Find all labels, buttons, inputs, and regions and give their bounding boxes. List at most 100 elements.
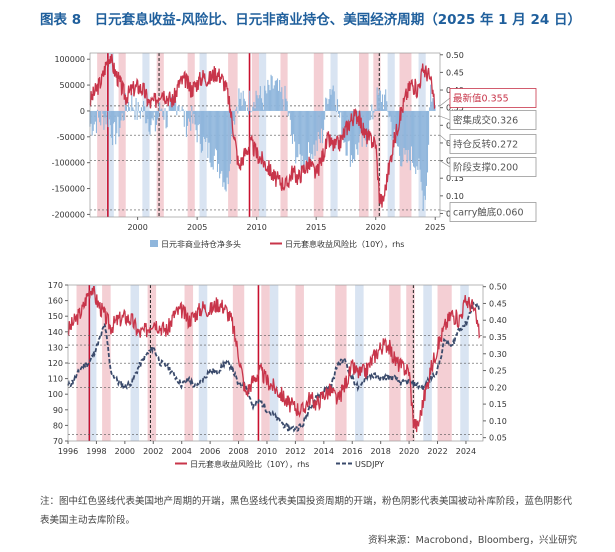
position-bar <box>351 110 354 163</box>
position-bar <box>107 110 109 128</box>
position-bar <box>413 110 415 167</box>
position-bar <box>276 78 279 111</box>
position-bar <box>425 110 427 186</box>
position-bar <box>205 110 207 142</box>
position-bar <box>288 110 290 114</box>
x-tick-label: 2022 <box>427 447 447 456</box>
legend-bottom: 日元套息收益风险比（10Y），rhs USDJPY <box>175 459 384 469</box>
position-bar <box>411 110 414 163</box>
position-bar <box>179 110 181 112</box>
y-right-tick-label: 0.50 <box>489 283 507 292</box>
position-bar <box>345 110 347 156</box>
position-bar <box>199 110 201 144</box>
position-bar <box>387 110 389 112</box>
position-bar <box>383 109 385 111</box>
position-bar <box>145 110 147 124</box>
position-bar <box>129 107 131 111</box>
position-bar <box>405 110 407 151</box>
annotation-leader <box>439 115 451 121</box>
position-bar <box>249 90 251 111</box>
position-bar <box>169 98 171 111</box>
position-bar <box>378 89 380 111</box>
position-bar <box>257 98 259 111</box>
position-bar <box>289 110 291 120</box>
position-bar <box>238 88 240 111</box>
position-bar <box>386 101 388 111</box>
y-left-tick-label: 100 <box>48 390 63 399</box>
position-bar <box>323 110 325 131</box>
position-bar <box>106 110 108 112</box>
position-bar <box>250 110 252 113</box>
position-bar <box>419 110 421 170</box>
position-bar <box>409 110 411 171</box>
position-bar <box>200 110 202 153</box>
x-tick-label: 2000 <box>127 223 147 232</box>
position-bar <box>389 110 391 117</box>
position-bar <box>149 110 151 135</box>
y-right-tick-label: 0.20 <box>489 383 507 392</box>
position-bar <box>117 110 119 117</box>
position-bar <box>144 106 146 111</box>
y-right-tick-label: 0.35 <box>489 333 507 342</box>
position-bar <box>429 107 431 111</box>
position-bar <box>190 110 192 131</box>
position-bar <box>297 110 299 158</box>
position-bar <box>381 94 384 111</box>
position-bar <box>110 110 112 138</box>
position-bar <box>407 110 409 150</box>
position-bar <box>317 110 319 133</box>
position-bar <box>299 110 301 155</box>
position-bar <box>150 110 152 126</box>
position-bar <box>236 106 238 111</box>
annotation-label: 阶段支撑0.200 <box>453 162 518 174</box>
x-tick-label: 2018 <box>370 447 390 456</box>
x-tick-label: 2015 <box>306 223 326 232</box>
position-bar <box>316 110 318 152</box>
position-bar <box>432 98 434 111</box>
position-bar <box>328 99 330 111</box>
position-bar <box>175 100 177 111</box>
position-bar <box>373 110 375 113</box>
x-tick-label: 2010 <box>246 223 266 232</box>
position-bar <box>146 110 148 124</box>
position-bar <box>400 110 402 167</box>
position-bar <box>246 107 249 111</box>
position-bar <box>320 110 322 129</box>
position-bar <box>208 110 210 143</box>
position-bar <box>132 107 134 111</box>
position-bar <box>223 110 225 183</box>
position-bar <box>154 110 156 132</box>
shade-pink <box>406 285 415 441</box>
position-bar <box>422 110 424 211</box>
carry-ratio-line-bottom <box>67 286 481 433</box>
position-bar <box>252 106 254 111</box>
position-bar <box>311 110 313 155</box>
position-bar <box>304 110 306 161</box>
position-bar <box>375 109 377 111</box>
position-bar <box>285 98 287 111</box>
shade-blue <box>269 285 279 441</box>
y-left-tick-label: 80 <box>53 421 63 430</box>
shade-pink <box>156 53 164 217</box>
position-bar <box>420 110 422 182</box>
position-bar <box>296 110 298 158</box>
legend-swatch-bar <box>150 240 158 247</box>
position-bar <box>418 110 420 159</box>
position-bar <box>350 110 352 156</box>
y-right-tick-label: 0.15 <box>489 400 507 409</box>
position-bar <box>340 110 342 113</box>
position-bar <box>96 109 99 111</box>
y-right-tick-label: 0.35 <box>446 104 464 113</box>
position-bar <box>267 79 269 111</box>
position-bar <box>188 110 190 119</box>
position-bar <box>168 105 170 111</box>
position-bar <box>385 89 387 111</box>
position-bar <box>242 90 244 111</box>
position-bar <box>329 89 331 111</box>
position-bar <box>272 88 274 111</box>
position-bar <box>281 87 283 111</box>
position-bar <box>330 94 332 111</box>
position-bar <box>258 95 260 111</box>
position-bar <box>243 98 245 111</box>
x-tick-label: 2010 <box>257 447 277 456</box>
